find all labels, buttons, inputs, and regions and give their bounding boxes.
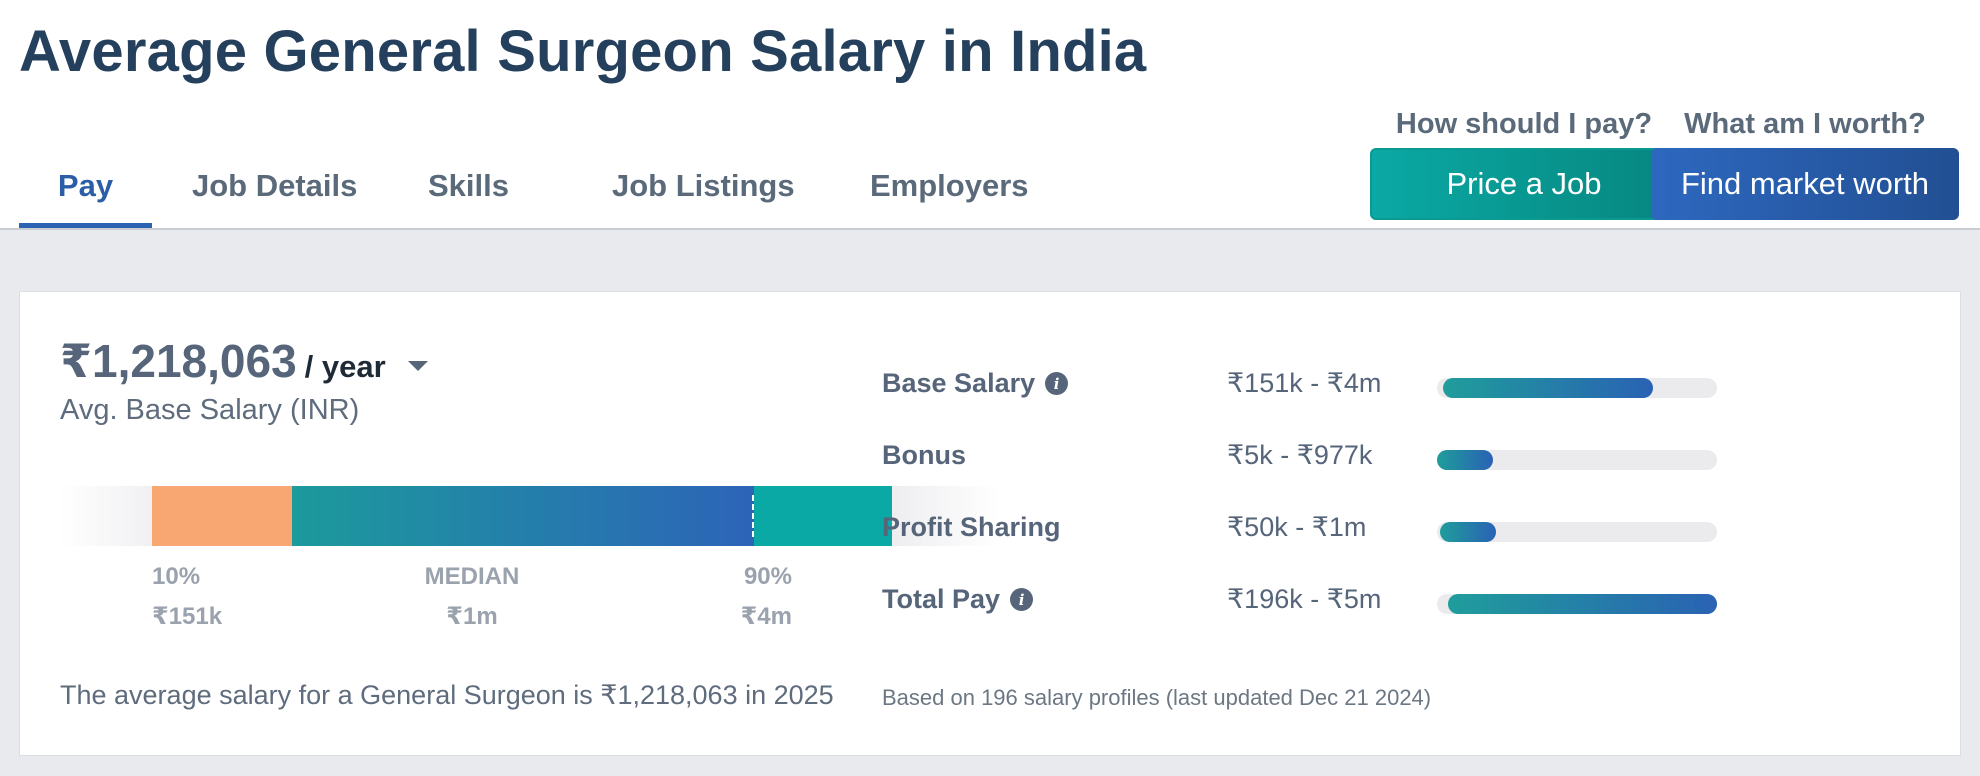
comp-range-fill <box>1439 522 1496 542</box>
comp-range: ₹50k - ₹1m <box>1227 512 1367 542</box>
comp-label-text: Total Pay <box>882 584 1001 614</box>
median-marker <box>752 495 754 537</box>
employer-question: How should I pay? <box>1395 108 1653 140</box>
comp-row-profit-sharing: Profit Sharing ₹50k - ₹1m <box>882 508 1942 548</box>
salary-range-bar <box>60 486 1000 546</box>
comp-range-track <box>1437 378 1717 398</box>
p90-value: ₹4m <box>740 603 792 630</box>
comp-label-text: Base Salary <box>882 368 1036 398</box>
tab-job-details[interactable]: Job Details <box>192 168 358 203</box>
salary-amount: ₹1,218,063 <box>60 335 297 387</box>
comp-range-fill <box>1448 594 1717 614</box>
comp-range: ₹196k - ₹5m <box>1227 584 1382 614</box>
header-divider <box>0 228 1980 230</box>
footnote: Based on 196 salary profiles (last updat… <box>882 685 1432 710</box>
tab-pay[interactable]: Pay <box>19 145 152 229</box>
tab-bar: Pay Job Details Skills Job Listings Empl… <box>19 145 1050 229</box>
pay-period[interactable]: / year <box>304 349 386 384</box>
employee-cta: What am I worth? Find market worth <box>1651 103 1959 220</box>
tab-employers[interactable]: Employers <box>870 168 1029 203</box>
median-value: ₹1m <box>446 603 498 630</box>
comp-range: ₹151k - ₹4m <box>1227 368 1382 398</box>
p90-label: 90% <box>743 563 792 590</box>
comp-label: Bonus <box>882 440 966 471</box>
salary-summary: The average salary for a General Surgeon… <box>60 680 834 710</box>
comp-row-total-pay: Total Pay i ₹196k - ₹5m <box>882 580 1942 620</box>
comp-range-fill <box>1442 378 1653 398</box>
employee-question: What am I worth? <box>1684 108 1926 140</box>
comp-label: Total Pay i <box>882 584 1034 615</box>
comp-range-track <box>1437 522 1717 542</box>
employer-cta: How should I pay? Price a Job <box>1370 103 1678 220</box>
comp-range-fill <box>1437 450 1493 470</box>
info-icon[interactable]: i <box>1010 588 1034 611</box>
price-a-job-button[interactable]: Price a Job <box>1370 148 1678 220</box>
find-market-worth-button[interactable]: Find market worth <box>1651 148 1959 220</box>
comp-label: Profit Sharing <box>882 512 1061 543</box>
range-segment-high <box>754 486 892 546</box>
comp-label: Base Salary i <box>882 368 1069 399</box>
average-salary: ₹1,218,063 / year <box>60 334 428 388</box>
comp-range: ₹5k - ₹977k <box>1227 440 1373 470</box>
comp-row-base-salary: Base Salary i ₹151k - ₹4m <box>882 364 1942 404</box>
p10-value: ₹151k <box>152 603 223 630</box>
page-title: Average General Surgeon Salary in India <box>19 19 1147 84</box>
tab-skills[interactable]: Skills <box>428 168 509 203</box>
tab-job-listings[interactable]: Job Listings <box>612 168 795 203</box>
info-icon[interactable]: i <box>1045 372 1069 395</box>
comp-label-text: Bonus <box>882 440 966 470</box>
comp-range-track <box>1437 594 1717 614</box>
caret-down-icon[interactable] <box>407 361 428 371</box>
range-segment-mid <box>292 486 754 546</box>
comp-range-track <box>1437 450 1717 470</box>
salary-card: ₹1,218,063 / year Avg. Base Salary (INR)… <box>19 291 1961 756</box>
comp-label-text: Profit Sharing <box>882 512 1061 542</box>
median-label: MEDIAN <box>424 563 520 590</box>
salary-caption: Avg. Base Salary (INR) <box>60 394 360 426</box>
p10-label: 10% <box>152 563 201 590</box>
range-segment-low <box>152 486 292 546</box>
comp-row-bonus: Bonus ₹5k - ₹977k <box>882 436 1942 476</box>
